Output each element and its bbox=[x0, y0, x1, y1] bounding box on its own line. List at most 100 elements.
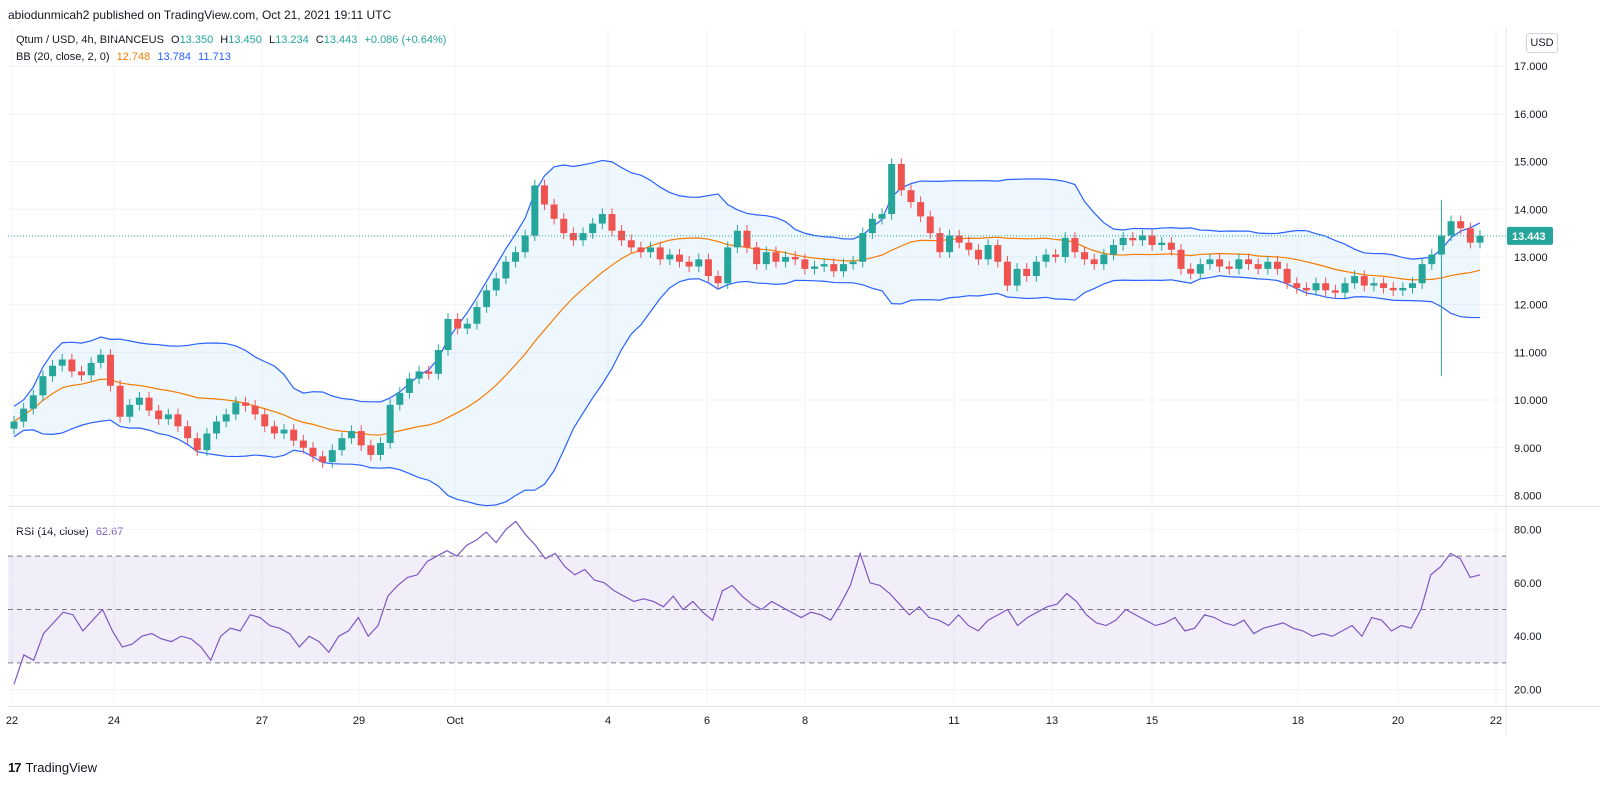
candle-body[interactable] bbox=[1216, 259, 1224, 267]
candle-body[interactable] bbox=[502, 261, 510, 279]
candle-body[interactable] bbox=[328, 450, 336, 463]
candle-body[interactable] bbox=[1408, 283, 1416, 288]
candle-body[interactable] bbox=[878, 214, 886, 219]
candle-body[interactable] bbox=[68, 359, 76, 372]
candle-body[interactable] bbox=[251, 405, 259, 415]
candle-body[interactable] bbox=[1418, 264, 1426, 284]
candle-body[interactable] bbox=[444, 318, 452, 350]
candle-body[interactable] bbox=[492, 278, 500, 291]
candle-body[interactable] bbox=[405, 378, 413, 393]
candle-body[interactable] bbox=[1225, 266, 1233, 269]
candle-body[interactable] bbox=[367, 445, 375, 455]
candle-body[interactable] bbox=[1090, 259, 1098, 265]
candle-body[interactable] bbox=[1283, 268, 1291, 284]
candle-body[interactable] bbox=[184, 426, 192, 439]
candle-body[interactable] bbox=[762, 252, 770, 265]
candle-body[interactable] bbox=[434, 349, 442, 374]
candle-body[interactable] bbox=[425, 371, 433, 374]
candle-body[interactable] bbox=[1138, 235, 1146, 241]
candle-body[interactable] bbox=[1013, 268, 1021, 286]
candle-body[interactable] bbox=[338, 438, 346, 451]
candle-body[interactable] bbox=[868, 218, 876, 234]
candle-body[interactable] bbox=[261, 414, 269, 427]
candle-body[interactable] bbox=[377, 442, 384, 455]
candle-body[interactable] bbox=[685, 261, 693, 267]
candle-body[interactable] bbox=[193, 438, 201, 451]
candle-body[interactable] bbox=[907, 190, 915, 203]
candle-body[interactable] bbox=[1245, 259, 1253, 265]
candle-body[interactable] bbox=[386, 404, 394, 443]
symbol-title[interactable]: Qtum / USD, 4h, BINANCEUS bbox=[16, 34, 164, 46]
candle-body[interactable] bbox=[974, 249, 982, 260]
candle-body[interactable] bbox=[39, 376, 47, 396]
candle-body[interactable] bbox=[319, 456, 327, 463]
candle-body[interactable] bbox=[1360, 276, 1368, 286]
candle-body[interactable] bbox=[589, 223, 597, 234]
candle-body[interactable] bbox=[232, 402, 240, 415]
candle-body[interactable] bbox=[1302, 287, 1310, 291]
candle-body[interactable] bbox=[579, 233, 587, 241]
candle-body[interactable] bbox=[830, 264, 838, 272]
candle-body[interactable] bbox=[463, 323, 471, 329]
candle-body[interactable] bbox=[1119, 237, 1127, 246]
candle-body[interactable] bbox=[396, 392, 404, 405]
candle-body[interactable] bbox=[598, 214, 606, 224]
candle-body[interactable] bbox=[1003, 261, 1011, 286]
candle-body[interactable] bbox=[849, 261, 857, 265]
tradingview-brand[interactable]: 17 TradingView bbox=[8, 760, 97, 775]
candle-body[interactable] bbox=[618, 230, 626, 241]
candle-body[interactable] bbox=[627, 240, 635, 248]
candle-body[interactable] bbox=[917, 202, 925, 217]
candle-body[interactable] bbox=[733, 230, 741, 248]
candle-body[interactable] bbox=[106, 354, 114, 386]
candle-body[interactable] bbox=[1312, 283, 1320, 291]
candle-body[interactable] bbox=[213, 421, 221, 434]
candle-body[interactable] bbox=[1341, 283, 1349, 293]
candle-body[interactable] bbox=[1351, 276, 1359, 284]
candle-body[interactable] bbox=[270, 426, 278, 434]
candle-body[interactable] bbox=[666, 254, 674, 260]
candle-body[interactable] bbox=[859, 233, 867, 262]
candle-body[interactable] bbox=[791, 256, 799, 260]
candle-body[interactable] bbox=[145, 397, 153, 411]
candle-body[interactable] bbox=[1148, 235, 1156, 246]
candle-body[interactable] bbox=[1399, 287, 1407, 291]
candle-body[interactable] bbox=[1061, 237, 1069, 257]
candle-body[interactable] bbox=[1032, 261, 1040, 277]
candle-body[interactable] bbox=[1370, 283, 1378, 286]
candle-body[interactable] bbox=[1196, 264, 1204, 274]
bb-label[interactable]: BB (20, close, 2, 0) bbox=[16, 51, 110, 63]
candle-body[interactable] bbox=[1322, 283, 1330, 291]
candle-body[interactable] bbox=[540, 185, 548, 205]
candle-body[interactable] bbox=[714, 276, 722, 284]
candle-body[interactable] bbox=[1071, 237, 1079, 253]
candle-body[interactable] bbox=[647, 247, 655, 253]
candle-body[interactable] bbox=[135, 397, 143, 405]
candle-body[interactable] bbox=[1100, 254, 1108, 265]
candle-body[interactable] bbox=[811, 266, 819, 269]
candle-body[interactable] bbox=[203, 433, 211, 451]
candle-body[interactable] bbox=[637, 247, 645, 253]
candle-body[interactable] bbox=[1023, 268, 1031, 277]
candle-body[interactable] bbox=[20, 408, 28, 422]
candle-body[interactable] bbox=[309, 447, 317, 457]
candle-body[interactable] bbox=[994, 245, 1002, 262]
candle-body[interactable] bbox=[1273, 261, 1281, 269]
candle-body[interactable] bbox=[1437, 235, 1445, 255]
candle-body[interactable] bbox=[569, 233, 577, 241]
candle-body[interactable] bbox=[965, 242, 973, 250]
candle-body[interactable] bbox=[753, 247, 761, 265]
candle-body[interactable] bbox=[222, 414, 230, 422]
candle-body[interactable] bbox=[550, 204, 558, 219]
candle-body[interactable] bbox=[1187, 268, 1195, 274]
candle-body[interactable] bbox=[1380, 283, 1388, 288]
candle-body[interactable] bbox=[1466, 228, 1474, 243]
candle-body[interactable] bbox=[1254, 264, 1262, 269]
candle-body[interactable] bbox=[1110, 245, 1117, 255]
candle-body[interactable] bbox=[473, 307, 481, 324]
candle-body[interactable] bbox=[1235, 259, 1243, 269]
candle-body[interactable] bbox=[608, 214, 616, 231]
candle-body[interactable] bbox=[839, 264, 847, 272]
candle-body[interactable] bbox=[174, 414, 182, 427]
